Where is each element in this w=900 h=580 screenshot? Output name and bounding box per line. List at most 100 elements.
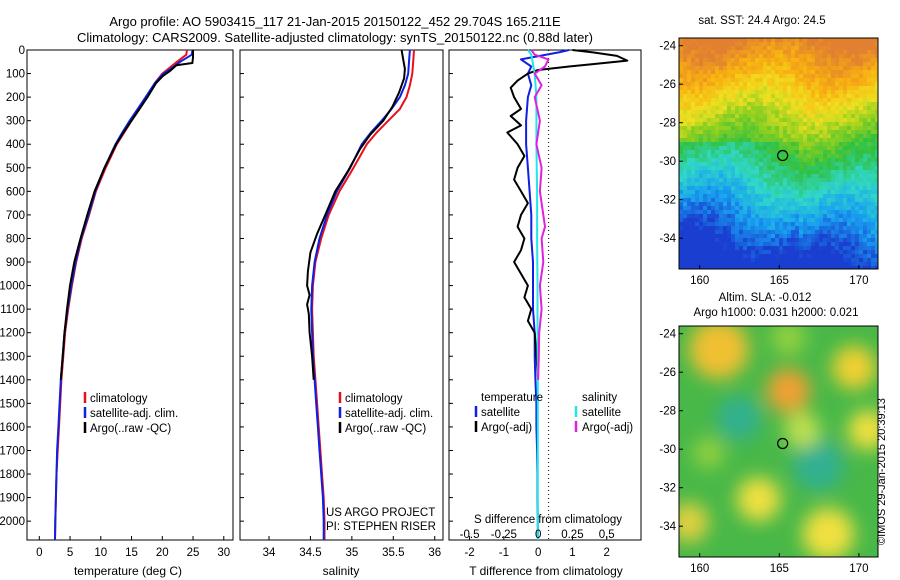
sst-cell bbox=[863, 114, 868, 119]
sst-cell bbox=[763, 38, 768, 43]
sst-cell bbox=[855, 74, 860, 79]
sst-cell bbox=[691, 246, 696, 251]
sst-cell bbox=[695, 94, 700, 99]
sst-cell bbox=[863, 138, 868, 143]
sst-cell bbox=[755, 142, 760, 147]
sst-cell bbox=[679, 70, 684, 75]
sst-cell bbox=[767, 254, 772, 259]
sst-cell bbox=[695, 222, 700, 227]
sst-cell bbox=[751, 126, 756, 131]
sst-cell bbox=[739, 150, 744, 155]
sst-cell bbox=[819, 126, 824, 131]
sst-cell bbox=[779, 74, 784, 79]
sst-cell bbox=[727, 94, 732, 99]
sst-cell bbox=[779, 102, 784, 107]
sst-cell bbox=[839, 182, 844, 187]
sst-cell bbox=[819, 150, 824, 155]
sst-cell bbox=[823, 234, 828, 239]
sst-cell bbox=[787, 250, 792, 255]
sst-cell bbox=[711, 222, 716, 227]
sst-cell bbox=[823, 162, 828, 167]
sst-cell bbox=[763, 214, 768, 219]
sst-cell bbox=[799, 178, 804, 183]
sst-cell bbox=[699, 262, 704, 267]
sst-cell bbox=[871, 126, 876, 131]
sst-cell bbox=[751, 142, 756, 147]
sst-cell bbox=[811, 246, 816, 251]
sst-cell bbox=[875, 94, 878, 99]
sst-cell bbox=[711, 78, 716, 83]
sst-cell bbox=[719, 230, 724, 235]
sst-cell bbox=[771, 102, 776, 107]
sst-cell bbox=[811, 146, 816, 151]
sst-cell bbox=[875, 38, 878, 43]
sst-cell bbox=[759, 38, 764, 43]
sst-cell bbox=[771, 118, 776, 123]
sst-cell bbox=[807, 106, 812, 111]
sst-cell bbox=[755, 150, 760, 155]
sst-cell bbox=[735, 202, 740, 207]
sst-cell bbox=[739, 186, 744, 191]
sst-cell bbox=[807, 122, 812, 127]
sst-cell bbox=[687, 122, 692, 127]
sst-cell bbox=[731, 110, 736, 115]
sst-cell bbox=[811, 90, 816, 95]
sst-cell bbox=[791, 42, 796, 47]
sst-cell bbox=[759, 266, 764, 269]
sst-cell bbox=[723, 134, 728, 139]
sst-cell bbox=[795, 230, 800, 235]
sst-cell bbox=[763, 194, 768, 199]
sst-cell bbox=[771, 74, 776, 79]
sst-cell bbox=[759, 78, 764, 83]
x-tick-label: 35.5 bbox=[382, 547, 404, 559]
sst-cell bbox=[863, 54, 868, 59]
sst-cell bbox=[827, 102, 832, 107]
sst-cell bbox=[827, 238, 832, 243]
sst-cell bbox=[775, 54, 780, 59]
sst-cell bbox=[827, 50, 832, 55]
sst-cell bbox=[763, 234, 768, 239]
sst-cell bbox=[859, 114, 864, 119]
sst-cell bbox=[791, 118, 796, 123]
sst-cell bbox=[847, 142, 852, 147]
sst-cell bbox=[871, 94, 876, 99]
sst-cell bbox=[731, 186, 736, 191]
sst-cell bbox=[735, 54, 740, 59]
sst-cell bbox=[723, 90, 728, 95]
sst-cell bbox=[767, 126, 772, 131]
sst-cell bbox=[747, 134, 752, 139]
sst-cell bbox=[719, 222, 724, 227]
sst-cell bbox=[863, 218, 868, 223]
sst-cell bbox=[851, 98, 856, 103]
sst-cell bbox=[679, 42, 684, 47]
sst-cell bbox=[719, 110, 724, 115]
sst-cell bbox=[691, 226, 696, 231]
sst-cell bbox=[731, 206, 736, 211]
sst-cell bbox=[699, 206, 704, 211]
depth-tick-label: 1300 bbox=[0, 351, 25, 363]
sst-cell bbox=[699, 134, 704, 139]
sst-cell bbox=[699, 182, 704, 187]
sst-cell bbox=[875, 210, 878, 215]
sst-cell bbox=[715, 86, 720, 91]
sst-cell bbox=[719, 134, 724, 139]
sst-cell bbox=[727, 226, 732, 231]
sst-cell bbox=[703, 122, 708, 127]
sst-cell bbox=[847, 202, 852, 207]
sst-cell bbox=[795, 102, 800, 107]
sst-cell bbox=[791, 114, 796, 119]
sst-cell bbox=[759, 134, 764, 139]
sst-cell bbox=[867, 162, 872, 167]
sst-cell bbox=[803, 210, 808, 215]
sst-cell bbox=[683, 38, 688, 43]
sst-cell bbox=[787, 162, 792, 167]
sst-cell bbox=[707, 218, 712, 223]
sst-cell bbox=[699, 254, 704, 259]
sst-cell bbox=[859, 234, 864, 239]
sst-cell bbox=[715, 190, 720, 195]
sst-cell bbox=[735, 50, 740, 55]
sst-cell bbox=[807, 238, 812, 243]
sst-cell bbox=[791, 82, 796, 87]
sst-cell bbox=[695, 182, 700, 187]
sst-cell bbox=[767, 158, 772, 163]
